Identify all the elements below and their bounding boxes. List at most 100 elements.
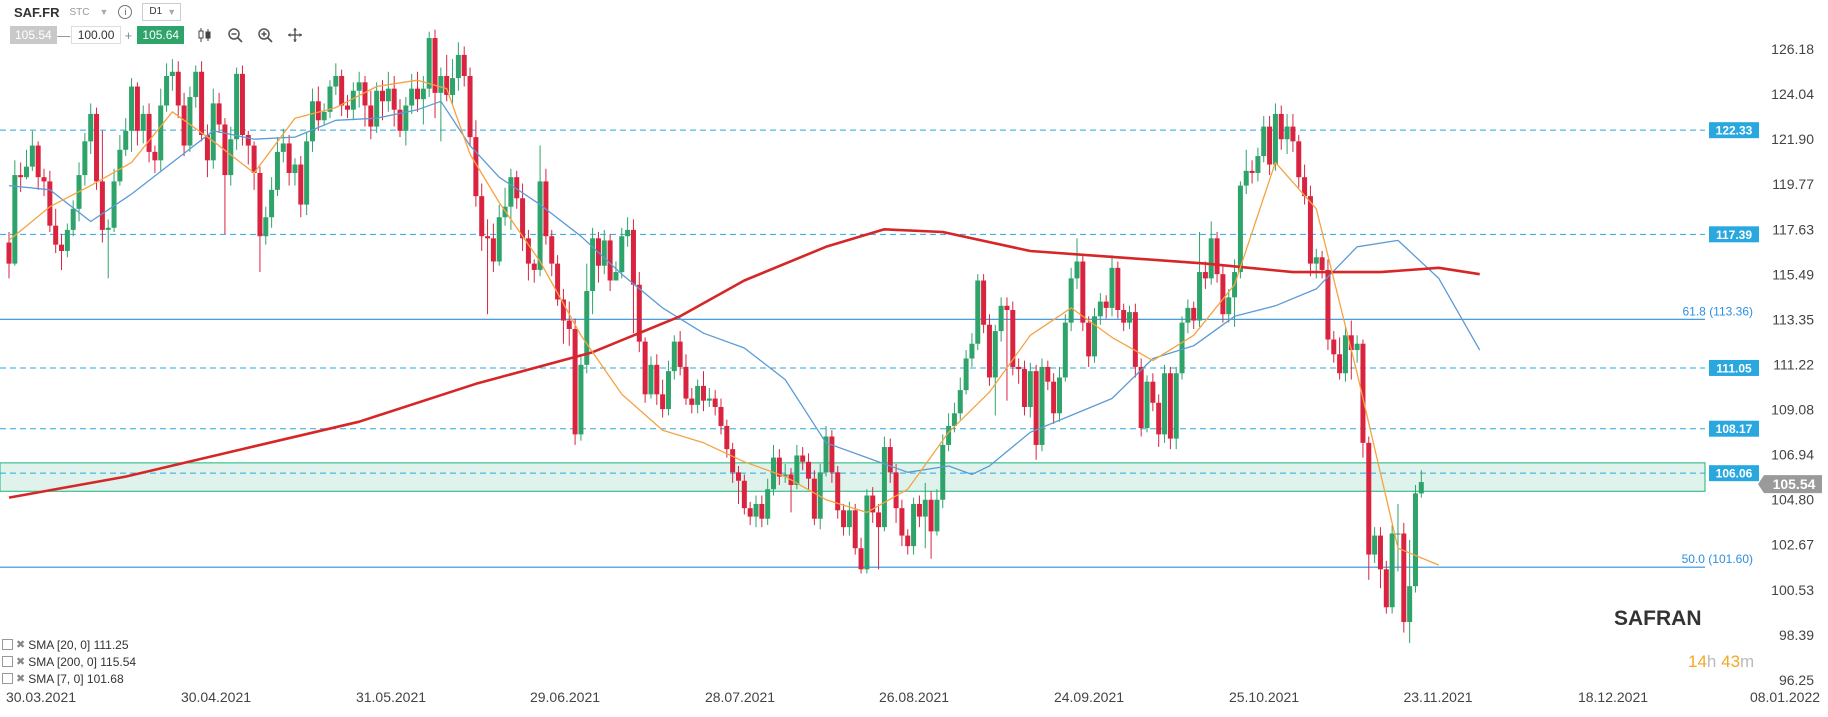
- candle-body: [829, 436, 835, 473]
- candle-body: [1313, 257, 1319, 264]
- symbol-label[interactable]: SAF.FR: [14, 4, 60, 20]
- candle-body: [1167, 373, 1173, 439]
- y-tick-label: 121.90: [1771, 131, 1814, 147]
- candle-body: [625, 229, 631, 237]
- candle-body: [584, 291, 590, 365]
- candle-body: [1080, 261, 1086, 323]
- level-label: 122.33: [1716, 124, 1753, 138]
- timeframe-select[interactable]: D1 ▼: [142, 3, 182, 21]
- candle-body: [1162, 373, 1168, 435]
- candle-body: [1407, 586, 1413, 623]
- candle-body: [158, 105, 164, 161]
- candle-body: [29, 145, 35, 167]
- candle-body: [164, 75, 170, 106]
- candle-body: [251, 145, 257, 173]
- candle-body: [1109, 267, 1115, 308]
- candle-body: [887, 447, 893, 473]
- settings-icon[interactable]: [2, 673, 13, 684]
- candle-body: [1325, 269, 1331, 340]
- candle-body: [380, 90, 386, 102]
- legend-item-sma200[interactable]: ✖ SMA [200, 0] 115.54: [2, 653, 136, 670]
- candle-body: [531, 263, 537, 270]
- info-icon[interactable]: i: [118, 5, 133, 19]
- candle-body: [228, 139, 234, 176]
- candle-body: [1412, 493, 1418, 587]
- candle-body: [409, 88, 415, 106]
- level-label-box: [1709, 420, 1759, 437]
- x-tick-label: 31.05.2021: [356, 689, 426, 705]
- candle-body: [18, 175, 24, 178]
- candle-countdown: 14h 43m: [1688, 652, 1754, 672]
- candle-body: [1068, 278, 1074, 323]
- candle-body: [613, 272, 619, 281]
- candle-body: [578, 364, 584, 435]
- candle-body: [736, 472, 741, 481]
- legend-item-sma20[interactable]: ✖ SMA [20, 0] 111.25: [2, 636, 136, 653]
- candle-body: [286, 143, 292, 173]
- settings-icon[interactable]: [2, 656, 13, 667]
- candle-body: [327, 86, 333, 112]
- symbol-dropdown-icon[interactable]: ▼: [99, 7, 109, 17]
- candle-body: [1202, 272, 1208, 279]
- candle-body: [426, 38, 432, 89]
- candle-body: [642, 341, 648, 395]
- candle-body: [765, 489, 771, 519]
- zoom-in-icon[interactable]: [256, 26, 274, 44]
- candle-body: [1127, 312, 1133, 323]
- candle-body: [210, 103, 216, 161]
- candle-body: [1290, 126, 1296, 142]
- candle-body: [479, 196, 485, 237]
- move-icon[interactable]: [286, 26, 304, 44]
- candle-body: [1220, 274, 1226, 315]
- candle-body: [1331, 339, 1337, 355]
- candle-body: [566, 320, 572, 329]
- candle-body: [1010, 310, 1016, 367]
- candle-body: [718, 406, 724, 426]
- candle-body: [1004, 305, 1010, 311]
- candle-body: [12, 175, 18, 264]
- candle-body: [911, 503, 917, 547]
- candle-body: [1261, 126, 1267, 157]
- candle-body: [1086, 322, 1092, 357]
- candle-body: [169, 71, 175, 76]
- chart-toolbar: SAF.FR STC ▼ i D1 ▼ 105.54 — 100.00 + 105…: [0, 0, 360, 60]
- candle-body: [1214, 238, 1220, 275]
- volume-input[interactable]: 100.00: [70, 26, 122, 44]
- zoom-out-icon[interactable]: [226, 26, 244, 44]
- sma-line: [8, 228, 1480, 499]
- candle-body: [1021, 369, 1027, 407]
- y-tick-label: 109.08: [1771, 402, 1814, 418]
- sell-price-button[interactable]: 105.54: [10, 26, 57, 44]
- candle-body: [689, 398, 695, 405]
- volume-increase-button[interactable]: +: [124, 27, 133, 43]
- candle-body: [216, 103, 222, 125]
- close-icon[interactable]: ✖: [16, 639, 26, 651]
- close-icon[interactable]: ✖: [16, 673, 26, 685]
- candle-body: [940, 444, 946, 500]
- candle-body: [951, 413, 957, 426]
- candles-icon[interactable]: [196, 26, 214, 44]
- candle-body: [934, 499, 940, 532]
- fib-label: 50.0 (101.60): [1682, 552, 1753, 566]
- countdown-hours-unit: h: [1706, 652, 1717, 671]
- candle-body: [374, 90, 380, 127]
- candle-body: [922, 499, 928, 517]
- candle-body: [444, 75, 450, 95]
- volume-decrease-button[interactable]: —: [57, 27, 71, 43]
- y-tick-label: 96.25: [1779, 672, 1814, 688]
- legend-item-sma7[interactable]: ✖ SMA [7, 0] 101.68: [2, 670, 136, 687]
- candle-body: [1150, 381, 1156, 403]
- exchange-label[interactable]: STC: [69, 6, 90, 18]
- close-icon[interactable]: ✖: [16, 656, 26, 668]
- candle-body: [309, 101, 315, 142]
- candle-body: [269, 189, 275, 218]
- y-tick-label: 124.04: [1771, 86, 1814, 102]
- x-tick-label: 29.06.2021: [530, 689, 600, 705]
- settings-icon[interactable]: [2, 639, 13, 650]
- buy-price-button[interactable]: 105.64: [137, 26, 185, 44]
- candle-body: [35, 145, 41, 178]
- candle-body: [700, 385, 706, 401]
- candle-body: [1243, 170, 1249, 186]
- candle-body: [41, 177, 47, 182]
